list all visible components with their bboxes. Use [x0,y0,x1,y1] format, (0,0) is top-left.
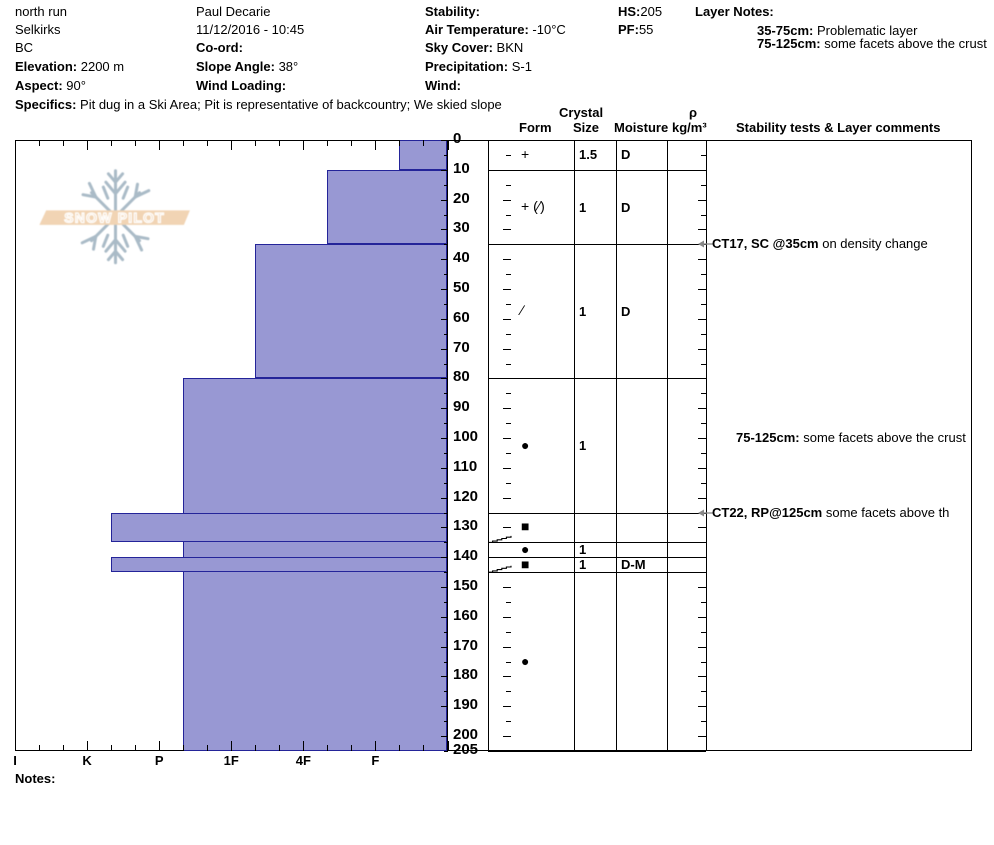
svg-text:SNOW PILOT: SNOW PILOT [64,210,165,226]
